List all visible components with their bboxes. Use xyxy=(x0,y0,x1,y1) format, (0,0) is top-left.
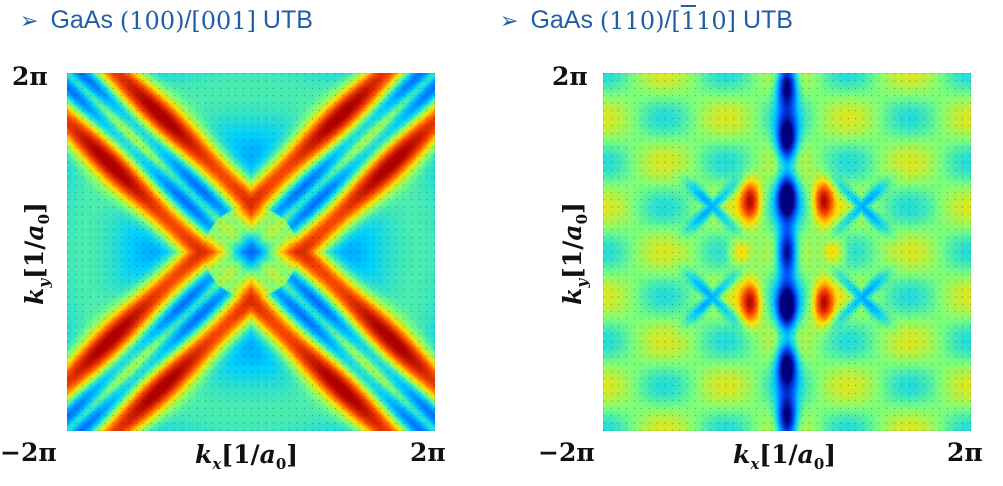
x-axis-label: kx[1/a0] xyxy=(195,440,299,473)
x-tick-left: −2π xyxy=(538,438,595,467)
panel-110: ➢ GaAs (110) / [110] UTB 2π −2π 2π kx[1/a0… xyxy=(500,0,1000,486)
heatmap-100 xyxy=(67,73,435,431)
y-axis-label: ky[1/a0] xyxy=(558,202,591,305)
chart-title-110: ➢ GaAs (110) / [110] UTB xyxy=(500,6,793,35)
y-axis-label: ky[1/a0] xyxy=(20,202,53,305)
y-tick-top: 2π xyxy=(552,62,588,91)
x-axis-label: kx[1/a0] xyxy=(733,440,837,473)
title-plane: (100) xyxy=(119,6,185,35)
arrow-bullet-icon: ➢ xyxy=(500,7,519,33)
heatmap-110 xyxy=(603,73,971,431)
title-plane: (110) xyxy=(599,6,665,35)
title-material: GaAs xyxy=(530,6,593,34)
title-material: GaAs xyxy=(50,6,113,34)
x-tick-left: −2π xyxy=(0,438,57,467)
x-tick-right: 2π xyxy=(410,438,446,467)
chart-title-100: ➢ GaAs (100) / [001] UTB xyxy=(20,6,313,35)
title-direction: [001] xyxy=(191,6,256,35)
title-direction: [110] xyxy=(671,6,736,35)
arrow-bullet-icon: ➢ xyxy=(20,7,39,33)
panel-100: ➢ GaAs (100) / [001] UTB 2π −2π 2π kx[1/a0… xyxy=(0,0,500,486)
y-tick-top: 2π xyxy=(12,62,48,91)
title-suffix: UTB xyxy=(262,6,313,34)
x-tick-right: 2π xyxy=(947,438,983,467)
title-suffix: UTB xyxy=(742,6,793,34)
